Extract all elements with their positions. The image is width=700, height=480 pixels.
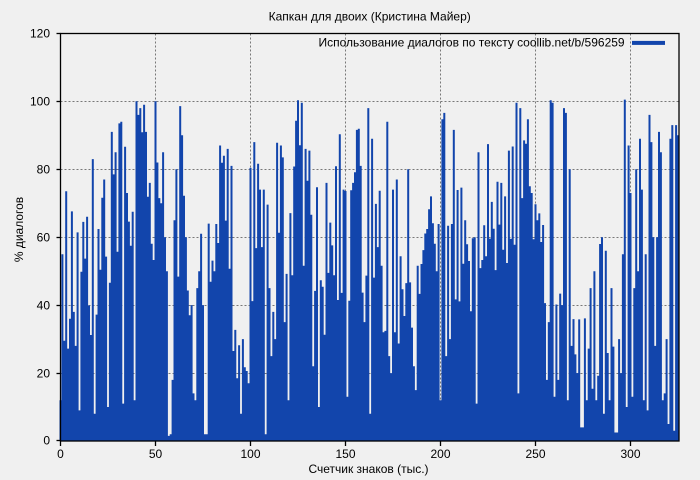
svg-text:0: 0 bbox=[43, 434, 50, 448]
svg-text:250: 250 bbox=[525, 447, 545, 461]
svg-text:80: 80 bbox=[37, 163, 51, 177]
svg-text:20: 20 bbox=[37, 367, 51, 381]
svg-text:150: 150 bbox=[335, 447, 355, 461]
svg-text:60: 60 bbox=[37, 231, 51, 245]
svg-text:Счетчик знаков (тыс.): Счетчик знаков (тыс.) bbox=[308, 462, 428, 476]
svg-text:0: 0 bbox=[57, 447, 64, 461]
svg-text:Капкан для двоих (Кристина Май: Капкан для двоих (Кристина Майер) bbox=[269, 10, 471, 24]
svg-text:200: 200 bbox=[430, 447, 450, 461]
svg-text:Использование диалогов по текс: Использование диалогов по тексту coollib… bbox=[319, 36, 625, 50]
svg-text:50: 50 bbox=[149, 447, 163, 461]
svg-text:40: 40 bbox=[37, 299, 51, 313]
svg-text:% диалогов: % диалогов bbox=[12, 197, 26, 262]
svg-text:300: 300 bbox=[620, 447, 640, 461]
svg-text:100: 100 bbox=[30, 95, 50, 109]
svg-text:100: 100 bbox=[240, 447, 260, 461]
svg-text:120: 120 bbox=[30, 27, 50, 41]
